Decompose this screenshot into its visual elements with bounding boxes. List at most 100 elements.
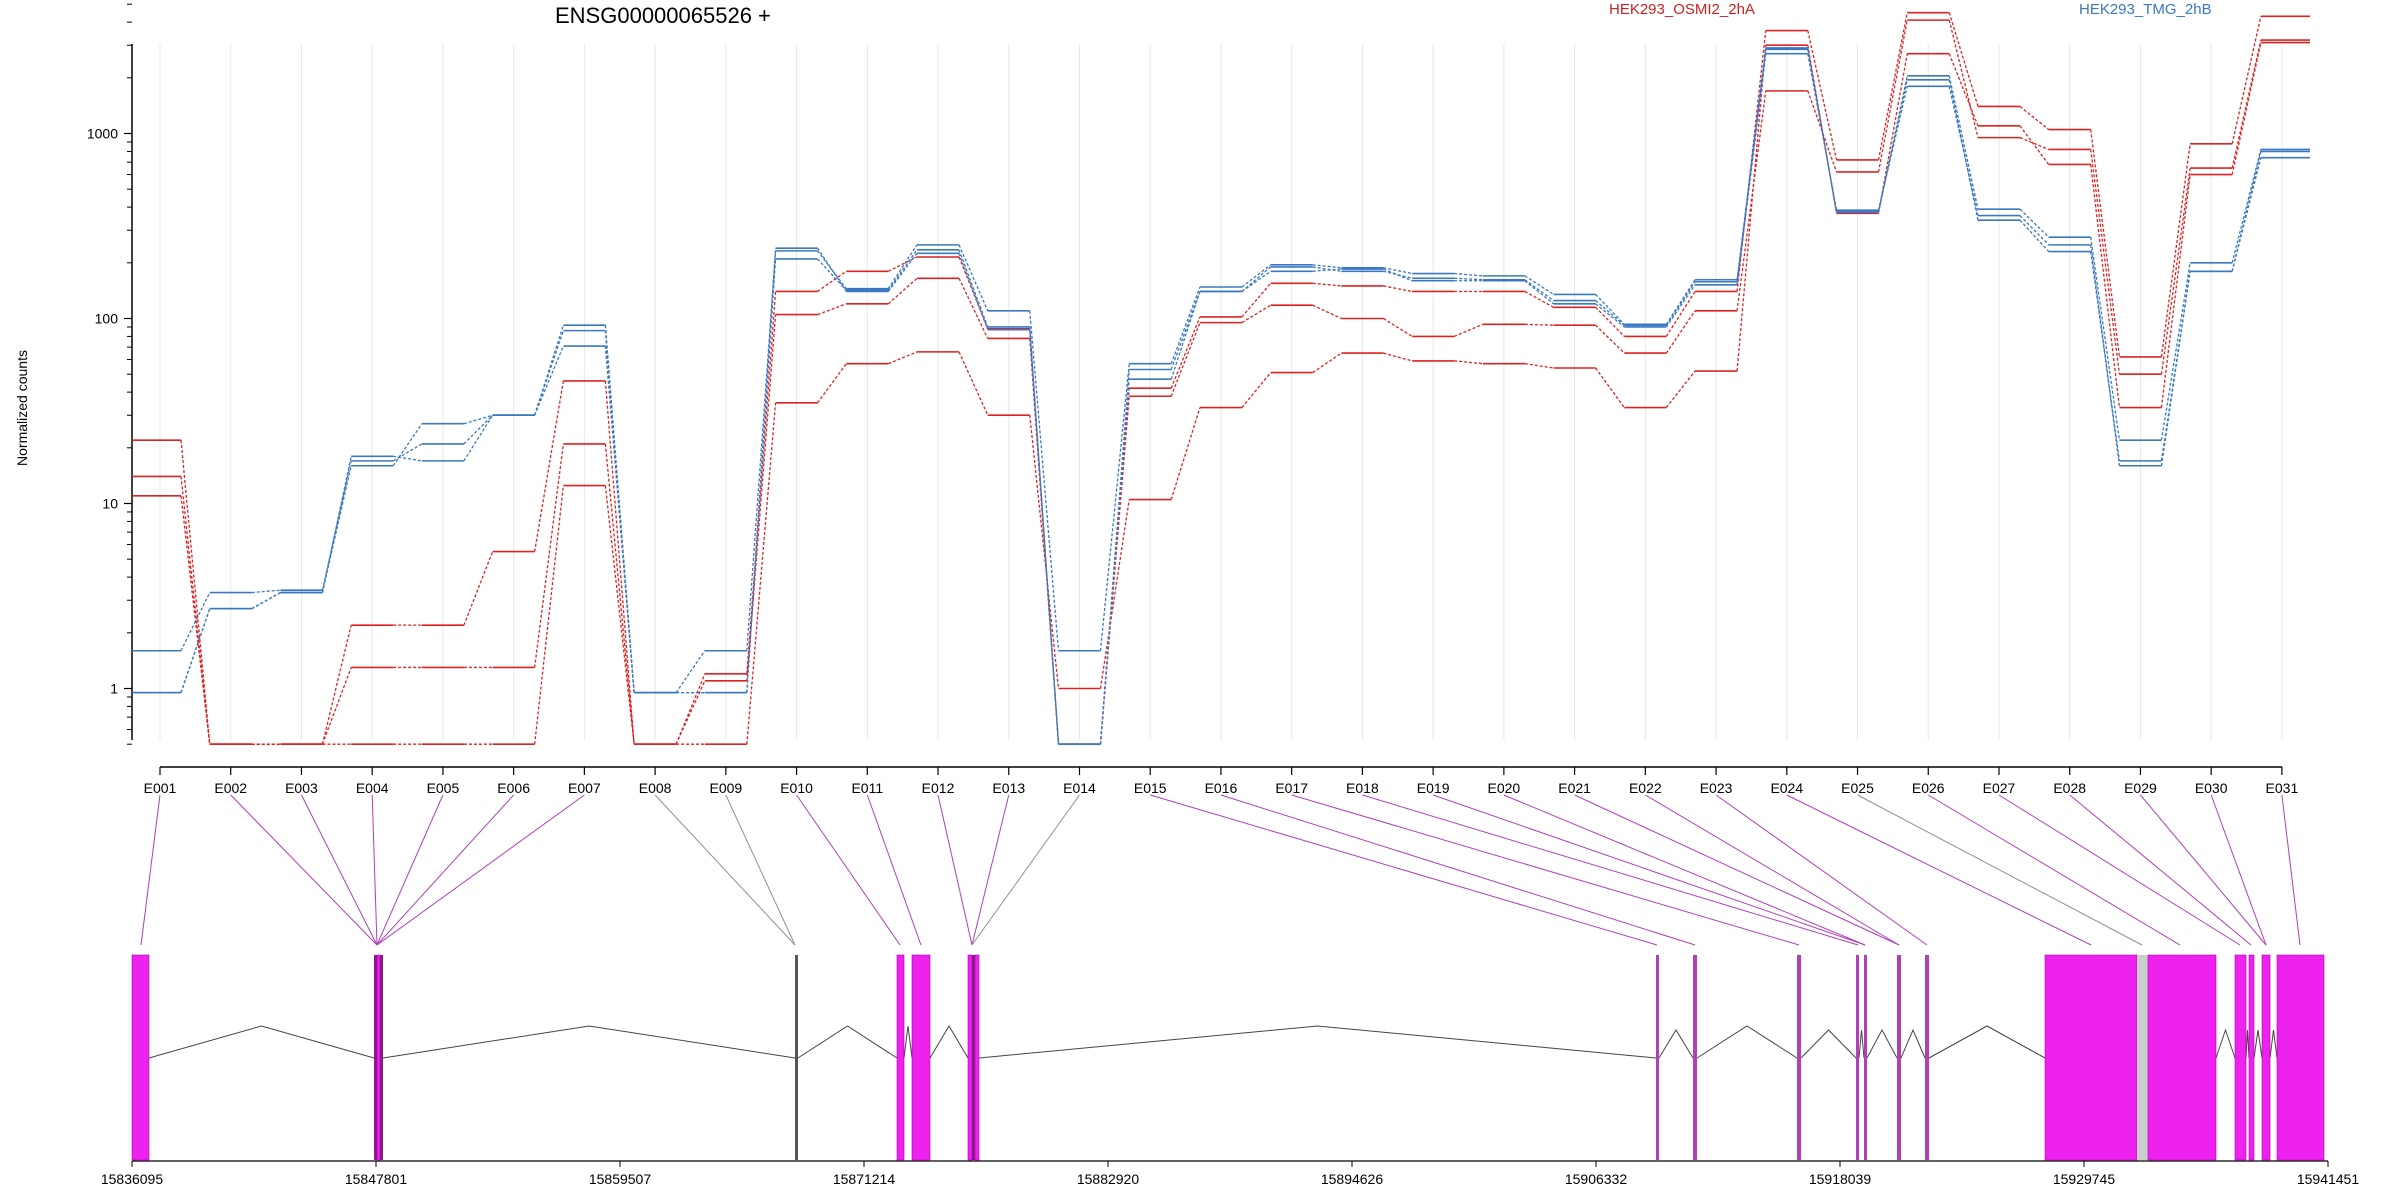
intron-arc xyxy=(2269,1029,2278,1059)
series-segment xyxy=(251,589,281,594)
series-segment xyxy=(675,680,706,745)
x-tick-label: E002 xyxy=(214,780,247,796)
series-segment xyxy=(180,440,211,745)
exon-block xyxy=(1656,955,1659,1160)
series-segment xyxy=(1665,291,1696,337)
x-tick-label: E009 xyxy=(709,780,742,796)
series-segment xyxy=(2160,168,2191,375)
series-segment xyxy=(180,495,211,745)
series-segment xyxy=(2019,219,2050,253)
series-segment xyxy=(604,443,635,745)
series-line xyxy=(132,41,2310,745)
coord-tick-label: 15941451 xyxy=(2297,1171,2360,1187)
series-segment xyxy=(746,402,777,745)
intron-arc xyxy=(797,1025,898,1059)
series-segment xyxy=(1595,303,1625,328)
series-segment xyxy=(887,244,918,290)
exon-block xyxy=(795,955,798,1160)
intron-arc xyxy=(382,1025,796,1059)
intron-arc xyxy=(2215,1028,2236,1059)
exon-block xyxy=(1856,955,1859,1160)
series-segment xyxy=(1524,290,1554,308)
series-segment xyxy=(1524,275,1554,295)
series-segment xyxy=(2019,215,2050,246)
x-tick-label: E008 xyxy=(639,780,672,796)
x-tick-label: E019 xyxy=(1417,780,1450,796)
exon-block xyxy=(374,955,377,1160)
intron-arc xyxy=(2253,1029,2263,1059)
series-segment xyxy=(746,250,777,651)
series-segment xyxy=(1454,272,1483,277)
series-segment xyxy=(2160,271,2191,461)
x-tick-label: E029 xyxy=(2124,780,2157,796)
legend-item-tmg: HEK293_TMG_2hB xyxy=(2079,1,2212,18)
series-segment xyxy=(1383,317,1413,337)
series-segment xyxy=(534,380,565,552)
exon-connector xyxy=(2069,794,2252,946)
series-segment xyxy=(1099,396,1130,745)
series-segment xyxy=(1665,284,1696,328)
exon-connector xyxy=(1715,794,1928,946)
series-segment xyxy=(2090,129,2121,357)
series-segment xyxy=(958,249,989,328)
exon-block xyxy=(2044,954,2138,1161)
intron-arc xyxy=(2245,1029,2250,1059)
intron-lines xyxy=(148,1025,2278,1059)
x-tick-label: E003 xyxy=(285,780,318,796)
x-tick-label: E020 xyxy=(1488,780,1521,796)
series-segment xyxy=(321,624,352,745)
x-tick-label: E013 xyxy=(992,780,1025,796)
exon-connector xyxy=(371,794,378,946)
series-segment xyxy=(604,345,635,693)
series-segment xyxy=(817,303,847,316)
series-segment xyxy=(1524,323,1554,326)
series-segment xyxy=(1948,12,1979,107)
x-tick-label: E001 xyxy=(144,780,177,796)
series-segment xyxy=(1665,281,1696,326)
series-segment xyxy=(1241,372,1272,408)
exon-connector xyxy=(2281,794,2301,946)
exon-block xyxy=(2234,954,2247,1161)
series-segment xyxy=(1595,367,1625,408)
series-segment xyxy=(534,443,565,668)
series-segment xyxy=(604,380,635,745)
coord-tick-label: 15929745 xyxy=(2053,1171,2116,1187)
coord-tick-label: 15859507 xyxy=(589,1171,652,1187)
series-segment xyxy=(604,485,635,745)
exon-block xyxy=(380,955,383,1160)
exon-block xyxy=(2276,954,2325,1161)
exon-connector xyxy=(1150,794,1658,946)
series-segment xyxy=(1877,75,1908,213)
series-segment xyxy=(2019,137,2049,151)
series-segment xyxy=(2019,125,2050,165)
series-segment xyxy=(1241,266,1272,292)
intron-arc xyxy=(148,1025,375,1059)
exon-block xyxy=(2261,954,2271,1161)
exon-connector xyxy=(230,794,378,946)
series-segment xyxy=(1099,499,1130,689)
series-segment xyxy=(2090,164,2121,408)
exon-connector xyxy=(1645,794,1900,946)
series-segment xyxy=(2160,262,2191,441)
exon-connector xyxy=(140,794,161,946)
series-segment xyxy=(1383,352,1413,362)
series-segment xyxy=(1312,264,1342,269)
x-tick-label: E022 xyxy=(1629,780,1662,796)
intron-arc xyxy=(1858,1029,1865,1059)
exon-connectors xyxy=(140,794,2301,946)
x-tick-label: E014 xyxy=(1063,780,1096,796)
exon-connector xyxy=(1220,794,1696,946)
intron-arc xyxy=(1866,1028,1898,1059)
x-tick-label: E027 xyxy=(1983,780,2016,796)
series-segment xyxy=(1099,388,1130,745)
x-tick-label: E005 xyxy=(427,780,460,796)
exon-connector xyxy=(1786,794,2092,946)
series-segment xyxy=(1170,322,1201,397)
x-tick-label: E030 xyxy=(2195,780,2228,796)
x-tick-label: E018 xyxy=(1346,780,1379,796)
series-segment xyxy=(887,249,918,291)
series-segment xyxy=(2019,105,2050,131)
series-segment xyxy=(887,252,918,292)
series-segment xyxy=(392,443,423,462)
